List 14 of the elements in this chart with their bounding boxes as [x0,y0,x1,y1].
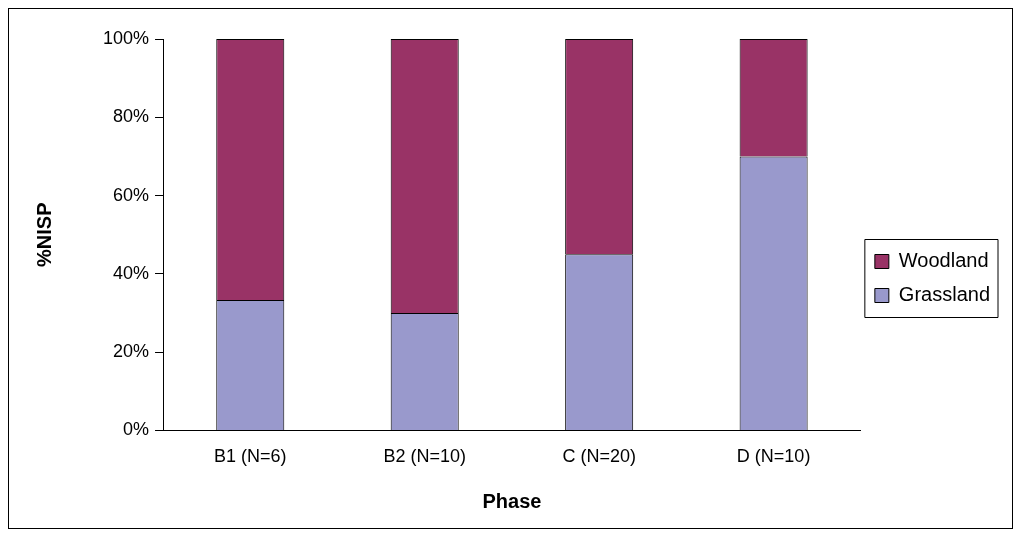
x-tick-label: B2 (N=10) [383,446,466,467]
y-tick-label: 80% [113,106,150,127]
y-tick-label: 60% [113,184,150,205]
y-tick-label: 40% [113,262,150,283]
y-tick-label: 20% [113,341,150,362]
x-tick-label: B1 (N=6) [214,446,287,467]
x-tick-label: C (N=20) [562,446,636,467]
y-tick-label: 100% [102,27,150,48]
legend-label: Grassland [898,283,990,306]
y-axis-title: %NISP [32,202,55,267]
legend-label: Woodland [898,249,989,272]
x-axis-title: Phase [482,489,542,512]
x-tick-label: D (N=10) [736,446,811,467]
y-tick-label: 0% [123,419,150,440]
